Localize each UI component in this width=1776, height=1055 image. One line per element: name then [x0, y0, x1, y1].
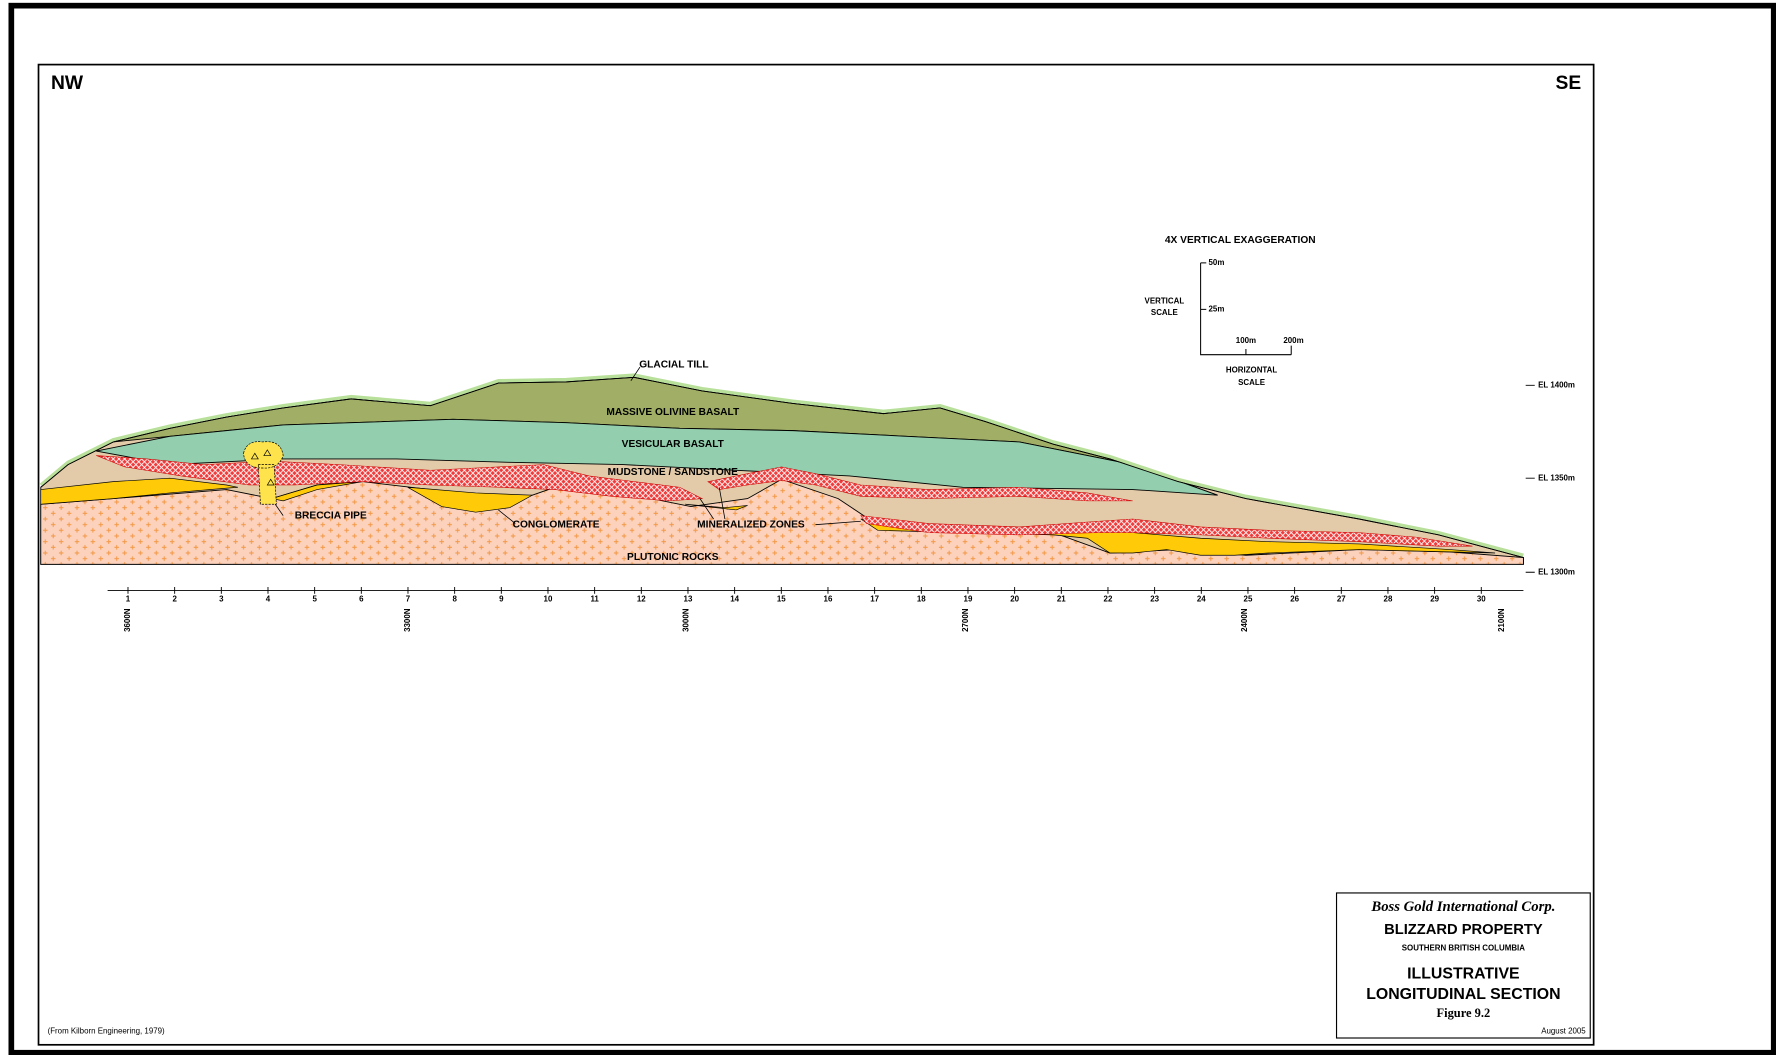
station-label: 6 [359, 595, 364, 604]
station-label: 29 [1430, 595, 1439, 604]
source-note: (From Kilborn Engineering, 1979) [48, 1026, 165, 1035]
scale-lines [1200, 262, 1292, 356]
station-label: 13 [684, 595, 693, 604]
unit-labels: GLACIAL TILL MASSIVE OLIVINE BASALT VESI… [295, 360, 805, 564]
station-label: 7 [406, 595, 411, 604]
scale-label: SCALE [1238, 378, 1265, 387]
direction-se: SE [1556, 73, 1582, 94]
unit-label: MASSIVE OLIVINE BASALT [606, 407, 740, 418]
station-label: 20 [1010, 595, 1019, 604]
station-label: 18 [917, 595, 926, 604]
unit-label: MUDSTONE / SANDSTONE [608, 467, 739, 478]
title-box [1335, 892, 1591, 1039]
scale-title: 4X VERTICAL EXAGGERATION [1165, 235, 1316, 246]
station-label: 4 [266, 595, 271, 604]
station-label: 21 [1057, 595, 1066, 604]
unit-label: PLUTONIC ROCKS [627, 552, 719, 563]
northing-label: 2400N [1240, 608, 1249, 632]
station-label: 3 [219, 595, 224, 604]
company: Boss Gold International Corp. [1370, 899, 1555, 915]
vesicular-basalt-layer [96, 418, 1218, 496]
station-label: 24 [1197, 595, 1206, 604]
elevation-label: EL 1300m [1538, 567, 1575, 576]
northing-label: 2100N [1497, 608, 1506, 632]
scale-label: HORIZONTAL [1226, 366, 1277, 375]
station-label: 15 [777, 595, 786, 604]
glacial-till [39, 373, 1524, 557]
scale-tick: 25m [1209, 304, 1225, 313]
figure: Figure 9.2 [1437, 1006, 1491, 1020]
title-line: LONGITUDINAL SECTION [1366, 986, 1560, 1003]
elevation-label: EL 1400m [1538, 380, 1575, 389]
ground-surface [40, 376, 1524, 558]
northing-label: 2700N [961, 608, 970, 632]
scale-tick: 200m [1283, 336, 1303, 345]
scale-label: SCALE [1151, 308, 1178, 317]
station-label: 19 [964, 595, 973, 604]
elevations: EL 1400m EL 1350m EL 1300m [1525, 380, 1575, 576]
station-axis: 1 2 3 4 5 6 7 8 9 10 11 12 13 14 15 16 17 18 19 20 21 22 23 24 2… [107, 586, 1524, 632]
date: August 2005 [1541, 1026, 1586, 1035]
conglomerate [40, 477, 1496, 556]
direction-nw: NW [51, 73, 84, 94]
title-line: ILLUSTRATIVE [1407, 966, 1519, 983]
region: SOUTHERN BRITISH COLUMBIA [1402, 944, 1525, 953]
unit-label: BRECCIA PIPE [295, 510, 367, 521]
breccia-pipe [243, 441, 284, 505]
unit-label: MINERALIZED ZONES [697, 519, 805, 530]
inner-frame [37, 63, 1595, 1046]
title-block: Boss Gold International Corp. BLIZZARD P… [1335, 892, 1591, 1039]
scale-tick: 100m [1236, 336, 1256, 345]
station-label: 26 [1290, 595, 1299, 604]
elevation-ticks [1525, 384, 1535, 573]
scale-tick: 50m [1209, 258, 1225, 267]
station-label: 28 [1384, 595, 1393, 604]
station-label: 17 [870, 595, 879, 604]
station-label: 9 [499, 595, 504, 604]
station-label: 22 [1104, 595, 1113, 604]
station-label: 12 [637, 595, 646, 604]
station-label: 11 [590, 595, 599, 604]
unit-label: GLACIAL TILL [639, 360, 708, 371]
scale-bar: 4X VERTICAL EXAGGERATION 50m 25m VERTICA… [1145, 235, 1316, 387]
leader-lines [274, 366, 861, 526]
breccia-clasts [250, 449, 275, 486]
station-label: 2 [172, 595, 177, 604]
northing-label: 3000N [681, 608, 690, 632]
station-label: 10 [544, 595, 553, 604]
station-label: 27 [1337, 595, 1346, 604]
station-label: 5 [312, 595, 317, 604]
section [39, 366, 1524, 565]
station-label: 1 [126, 595, 131, 604]
station-label: 30 [1477, 595, 1486, 604]
unit-label: VESICULAR BASALT [622, 439, 725, 450]
elevation-label: EL 1350m [1538, 473, 1575, 482]
scale-label: VERTICAL [1145, 297, 1185, 306]
station-label: 14 [730, 595, 739, 604]
northing-label: 3600N [123, 608, 132, 632]
mineralized-zones [96, 455, 1473, 547]
station-label: 8 [452, 595, 457, 604]
property: BLIZZARD PROPERTY [1384, 922, 1543, 938]
station-label: 16 [824, 595, 833, 604]
northing-label: 3300N [403, 608, 412, 632]
station-label: 23 [1150, 595, 1159, 604]
station-label: 25 [1244, 595, 1253, 604]
unit-label: CONGLOMERATE [513, 519, 600, 530]
